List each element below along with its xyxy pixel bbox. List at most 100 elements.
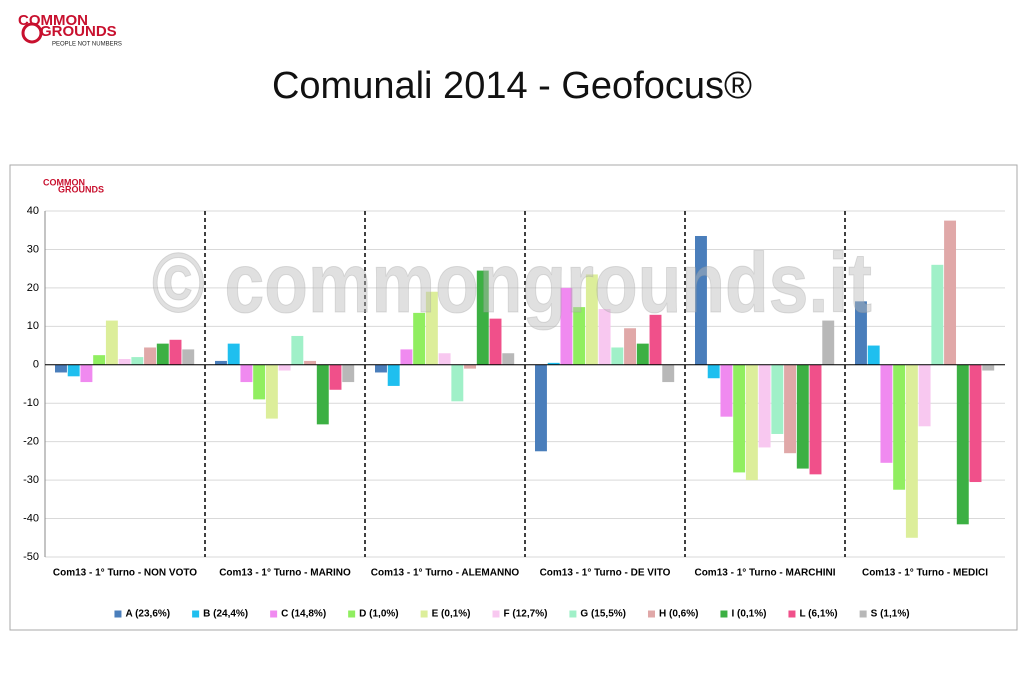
bar <box>342 364 355 383</box>
legend-label: S (1,1%) <box>871 609 910 620</box>
chart-frame <box>9 164 1018 631</box>
bar <box>131 357 144 365</box>
legend-swatch <box>270 610 278 618</box>
bar <box>969 364 982 483</box>
y-tick-label: -40 <box>23 512 39 524</box>
bar <box>476 270 489 365</box>
logo-text: GROUNDS <box>40 23 117 40</box>
bar <box>918 364 931 427</box>
y-tick-label: -50 <box>23 551 39 563</box>
bar <box>400 349 413 365</box>
bar <box>215 360 227 365</box>
bar <box>182 349 195 365</box>
legend-label: F (12,7%) <box>504 609 548 620</box>
bar <box>796 364 809 469</box>
bar <box>624 328 637 365</box>
bar <box>144 347 157 365</box>
legend-swatch <box>420 610 428 618</box>
bar <box>329 364 342 390</box>
legend-label: E (0,1%) <box>432 609 471 620</box>
bar <box>547 362 560 365</box>
bar <box>880 364 893 463</box>
bar <box>375 364 387 373</box>
legend-label: G (15,5%) <box>580 609 626 620</box>
bar <box>560 287 573 365</box>
legend-label: H (0,6%) <box>659 609 698 620</box>
bar <box>771 364 784 434</box>
legend-item: A (23,6%) <box>114 609 170 620</box>
legend-item: C (14,8%) <box>270 609 326 620</box>
legend-label: C (14,8%) <box>281 609 326 620</box>
y-tick-label: 0 <box>33 359 39 371</box>
bar <box>867 345 880 365</box>
bar <box>387 364 400 386</box>
y-tick-label: 30 <box>27 243 39 255</box>
x-tick-label: Com13 - 1° Turno - MARINO <box>219 568 351 579</box>
logo-text: COMMON <box>18 12 88 29</box>
bar <box>944 220 957 365</box>
legend-label: B (24,4%) <box>203 609 248 620</box>
y-tick-label: 10 <box>27 320 39 332</box>
bar <box>105 320 118 365</box>
legend-label: I (0,1%) <box>731 609 766 620</box>
logo-tagline: PEOPLE NOT NUMBERS <box>52 42 122 48</box>
legend-item: H (0,6%) <box>647 609 698 620</box>
bar <box>278 364 291 371</box>
bar <box>636 343 649 365</box>
bar <box>489 318 502 365</box>
y-tick-label: 20 <box>27 282 39 294</box>
bar <box>80 364 93 383</box>
bar <box>156 343 169 365</box>
bar <box>169 339 182 365</box>
bar <box>438 353 451 365</box>
bar <box>464 364 477 369</box>
y-tick-label: -30 <box>23 474 39 486</box>
plot: -50 -40 -30 -20 -10 0 10 20 30 40 Com13 - 1° Turno… <box>23 205 1005 620</box>
x-tick-label: Com13 - 1° Turno - MARCHINI <box>694 568 835 579</box>
bar <box>931 264 944 365</box>
bar <box>502 353 515 365</box>
chart-logo: COMMON GROUNDS <box>43 177 104 194</box>
bar <box>733 364 746 473</box>
bar <box>707 364 720 379</box>
x-tick-label: Com13 - 1° Turno - MEDICI <box>862 568 988 579</box>
bar <box>855 301 867 365</box>
bar <box>822 320 835 365</box>
bar <box>265 364 278 419</box>
bar <box>535 364 547 452</box>
bar <box>982 364 995 371</box>
legend-item: I (0,1%) <box>720 609 766 620</box>
bar <box>291 335 304 365</box>
legend-swatch <box>859 610 867 618</box>
bar <box>316 364 329 425</box>
bar <box>893 364 906 490</box>
y-tick-label: -10 <box>23 397 39 409</box>
slide-title: Comunali 2014 - Geofocus® <box>272 65 752 107</box>
legend: A (23,6%) B (24,4%) C (14,8%) D (1,0%) E (0,… <box>114 609 910 620</box>
bar <box>227 343 240 365</box>
bar <box>253 364 266 400</box>
logo-text: GROUNDS <box>58 184 104 194</box>
legend-swatch <box>720 610 728 618</box>
bar <box>304 360 317 365</box>
bar <box>598 309 611 365</box>
bar <box>118 359 131 365</box>
x-tick-label: Com13 - 1° Turno - ALEMANNO <box>371 568 520 579</box>
legend-swatch <box>492 610 500 618</box>
bar <box>425 291 438 365</box>
bar <box>93 355 106 365</box>
legend-label: A (23,6%) <box>125 609 170 620</box>
legend-label: D (1,0%) <box>359 609 398 620</box>
bar <box>784 364 797 454</box>
y-tick-label: -20 <box>23 436 39 448</box>
legend-label: L (6,1%) <box>799 609 837 620</box>
bar <box>956 364 969 525</box>
y-tick-label: 40 <box>27 205 39 217</box>
bar <box>649 314 662 365</box>
bar <box>905 364 918 538</box>
bar <box>695 235 707 365</box>
bar <box>240 364 253 383</box>
bar <box>720 364 733 417</box>
bar <box>573 307 586 365</box>
